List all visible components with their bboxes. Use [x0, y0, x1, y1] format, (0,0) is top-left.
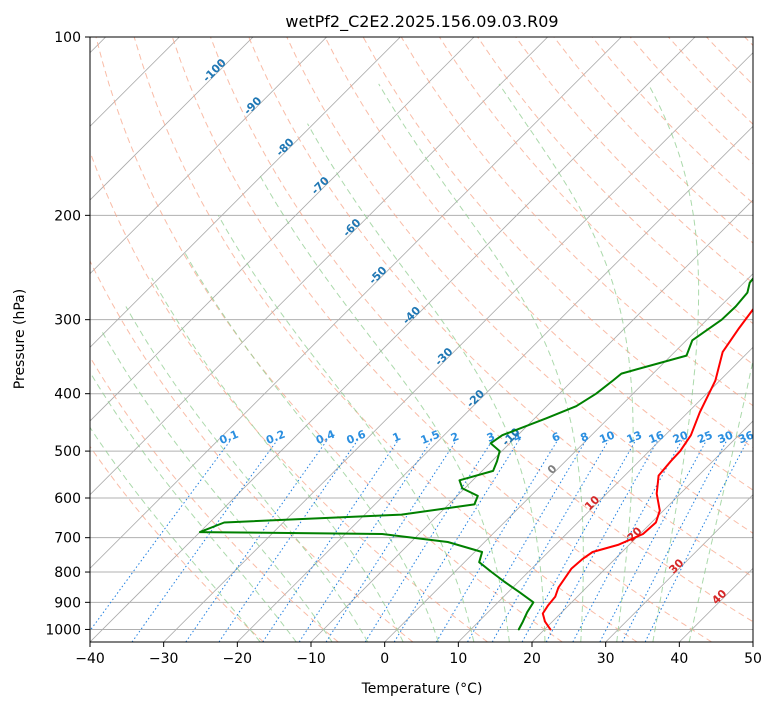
- x-axis-label: Temperature (°C): [361, 681, 483, 697]
- y-tick-label: 800: [54, 565, 81, 581]
- y-tick-label: 500: [54, 444, 81, 460]
- y-tick-label: 600: [54, 491, 81, 507]
- y-tick-label: 900: [54, 595, 81, 611]
- y-tick-label: 700: [54, 531, 81, 547]
- x-tick-label: −30: [149, 651, 179, 667]
- y-tick-label: 300: [54, 313, 81, 329]
- x-tick-label: 40: [670, 651, 688, 667]
- y-tick-label: 200: [54, 208, 81, 224]
- chart-title: wetPf2_C2E2.2025.156.09.03.R09: [285, 12, 558, 32]
- x-tick-label: 0: [380, 651, 389, 667]
- x-tick-label: 30: [597, 651, 615, 667]
- x-tick-label: 10: [449, 651, 467, 667]
- y-tick-label: 400: [54, 387, 81, 403]
- x-tick-label: 20: [523, 651, 541, 667]
- x-tick-label: −10: [296, 651, 326, 667]
- y-tick-label: 100: [54, 30, 81, 46]
- x-tick-label: 50: [744, 651, 762, 667]
- x-tick-label: −40: [75, 651, 105, 667]
- y-axis-label: Pressure (hPa): [12, 289, 28, 389]
- y-tick-label: 1000: [45, 622, 81, 638]
- x-tick-label: −20: [223, 651, 253, 667]
